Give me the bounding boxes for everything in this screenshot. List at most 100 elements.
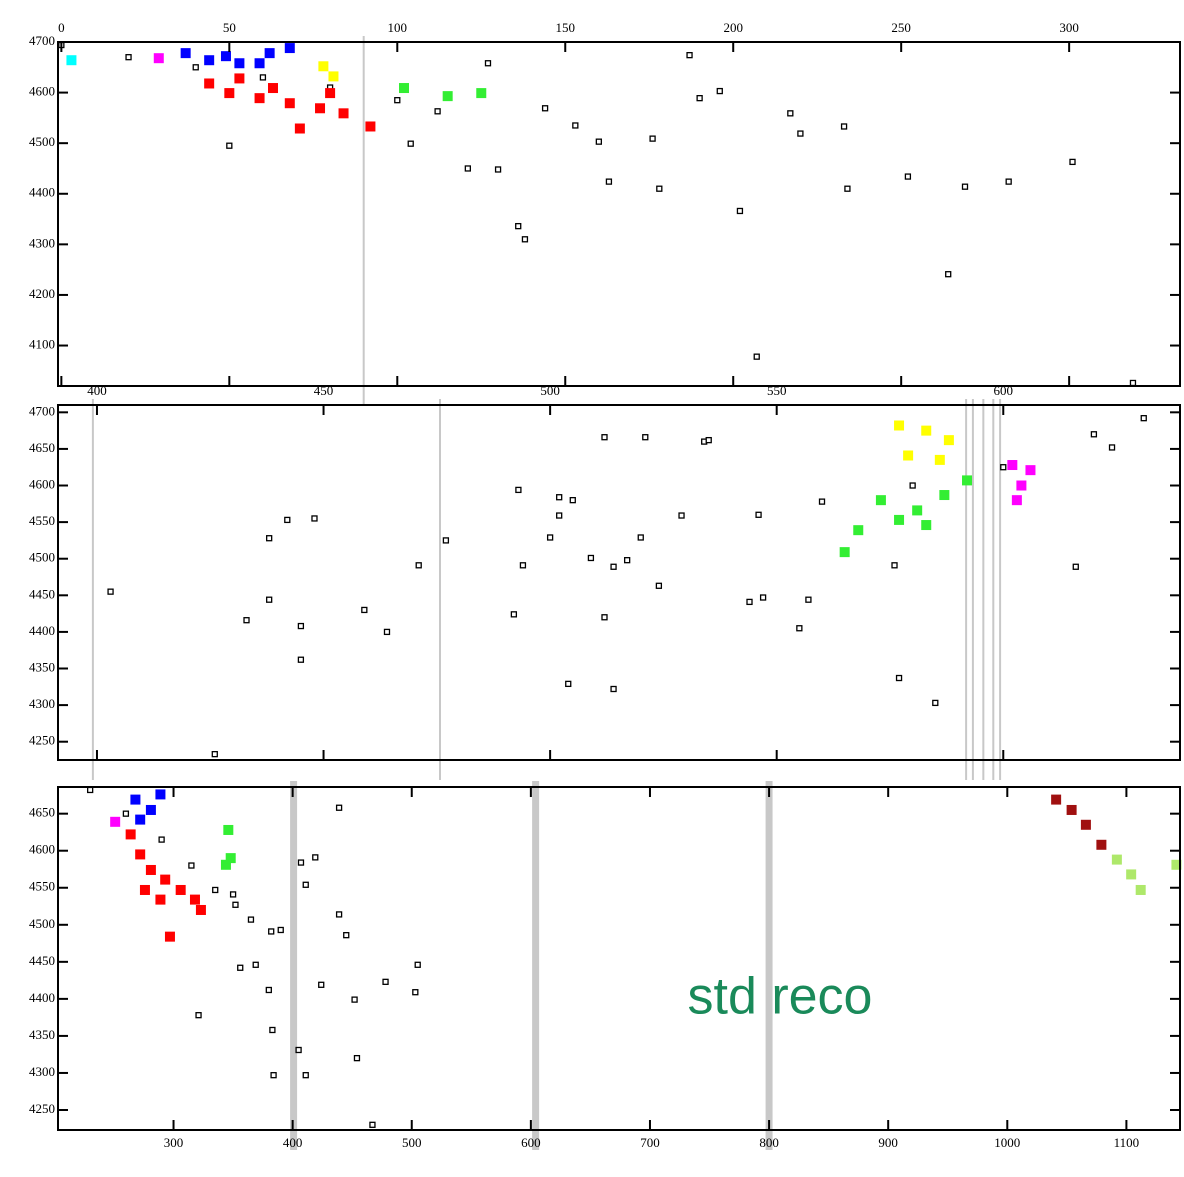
hit: [679, 513, 684, 518]
hit: [126, 55, 131, 60]
hit: [159, 837, 164, 842]
y-tick-label: 4600: [29, 84, 55, 99]
y-tick-label: 4300: [29, 1064, 55, 1079]
hit: [370, 1122, 375, 1127]
hit: [657, 186, 662, 191]
hit: [110, 817, 120, 827]
hit: [905, 174, 910, 179]
hit: [853, 525, 863, 535]
y-tick-label: 4200: [29, 286, 55, 301]
hit: [233, 902, 238, 907]
x-tick-label: 250: [891, 20, 911, 35]
hit: [443, 91, 453, 101]
hit: [1073, 564, 1078, 569]
x-tick-label: 50: [223, 20, 236, 35]
hit: [566, 681, 571, 686]
x-tick-label: 300: [164, 1135, 184, 1150]
hit: [88, 787, 93, 792]
y-tick-label: 4450: [29, 953, 55, 968]
hit: [788, 111, 793, 116]
hit: [416, 563, 421, 568]
hit: [303, 882, 308, 887]
hit: [963, 184, 968, 189]
hit: [935, 455, 945, 465]
y-tick-label: 4450: [29, 586, 55, 601]
hit: [312, 516, 317, 521]
y-tick-label: 4300: [29, 696, 55, 711]
hit: [1007, 460, 1017, 470]
y-tick-label: 4350: [29, 1027, 55, 1042]
hit: [238, 965, 243, 970]
y-tick-label: 4350: [29, 659, 55, 674]
hit: [894, 515, 904, 525]
hit: [296, 1047, 301, 1052]
hit: [298, 624, 303, 629]
hit: [298, 860, 303, 865]
hit: [265, 48, 275, 58]
hit: [193, 65, 198, 70]
x-tick-label: 500: [402, 1135, 422, 1150]
y-tick-label: 4550: [29, 879, 55, 894]
hit: [602, 435, 607, 440]
y-tick-label: 4400: [29, 185, 55, 200]
hit: [295, 124, 305, 134]
hit: [962, 475, 972, 485]
hit: [213, 887, 218, 892]
hit: [223, 825, 233, 835]
x-tick-label: 0: [58, 20, 65, 35]
hit: [234, 73, 244, 83]
x-tick-label: 600: [994, 383, 1014, 398]
hit: [1136, 885, 1146, 895]
y-tick-label: 4500: [29, 550, 55, 565]
hit: [1012, 495, 1022, 505]
hit: [643, 435, 648, 440]
hit: [611, 564, 616, 569]
hit: [337, 805, 342, 810]
y-tick-label: 4100: [29, 337, 55, 352]
hit: [485, 61, 490, 66]
hit: [196, 1013, 201, 1018]
hit: [315, 103, 325, 113]
hit: [253, 962, 258, 967]
hit: [939, 490, 949, 500]
hit: [806, 597, 811, 602]
y-tick-label: 4600: [29, 842, 55, 857]
hit: [234, 58, 244, 68]
y-tick-label: 4700: [29, 403, 55, 418]
hit: [1067, 805, 1077, 815]
hit: [226, 853, 236, 863]
y-tick-label: 4500: [29, 134, 55, 149]
hit: [189, 863, 194, 868]
x-tick-label: 400: [87, 383, 107, 398]
hit: [204, 78, 214, 88]
x-tick-label: 100: [388, 20, 408, 35]
x-tick-label: 300: [1059, 20, 1079, 35]
y-tick-label: 4300: [29, 235, 55, 250]
hit: [1025, 465, 1035, 475]
hit: [267, 536, 272, 541]
hit: [384, 629, 389, 634]
hit: [754, 354, 759, 359]
y-tick-label: 4650: [29, 805, 55, 820]
hit: [946, 272, 951, 277]
hit: [1126, 869, 1136, 879]
hit: [465, 166, 470, 171]
hit: [354, 1056, 359, 1061]
hit: [840, 547, 850, 557]
hit: [224, 88, 234, 98]
hit: [130, 795, 140, 805]
hit: [1112, 855, 1122, 865]
x-tick-label: 550: [767, 383, 787, 398]
hit: [596, 139, 601, 144]
hit: [1141, 416, 1146, 421]
hit: [365, 121, 375, 131]
x-tick-label: 200: [723, 20, 743, 35]
hit: [328, 71, 338, 81]
hit: [845, 186, 850, 191]
y-tick-label: 4500: [29, 916, 55, 931]
hit: [126, 829, 136, 839]
y-tick-label: 4250: [29, 1101, 55, 1116]
hit: [894, 420, 904, 430]
hit: [319, 982, 324, 987]
hit: [1006, 179, 1011, 184]
